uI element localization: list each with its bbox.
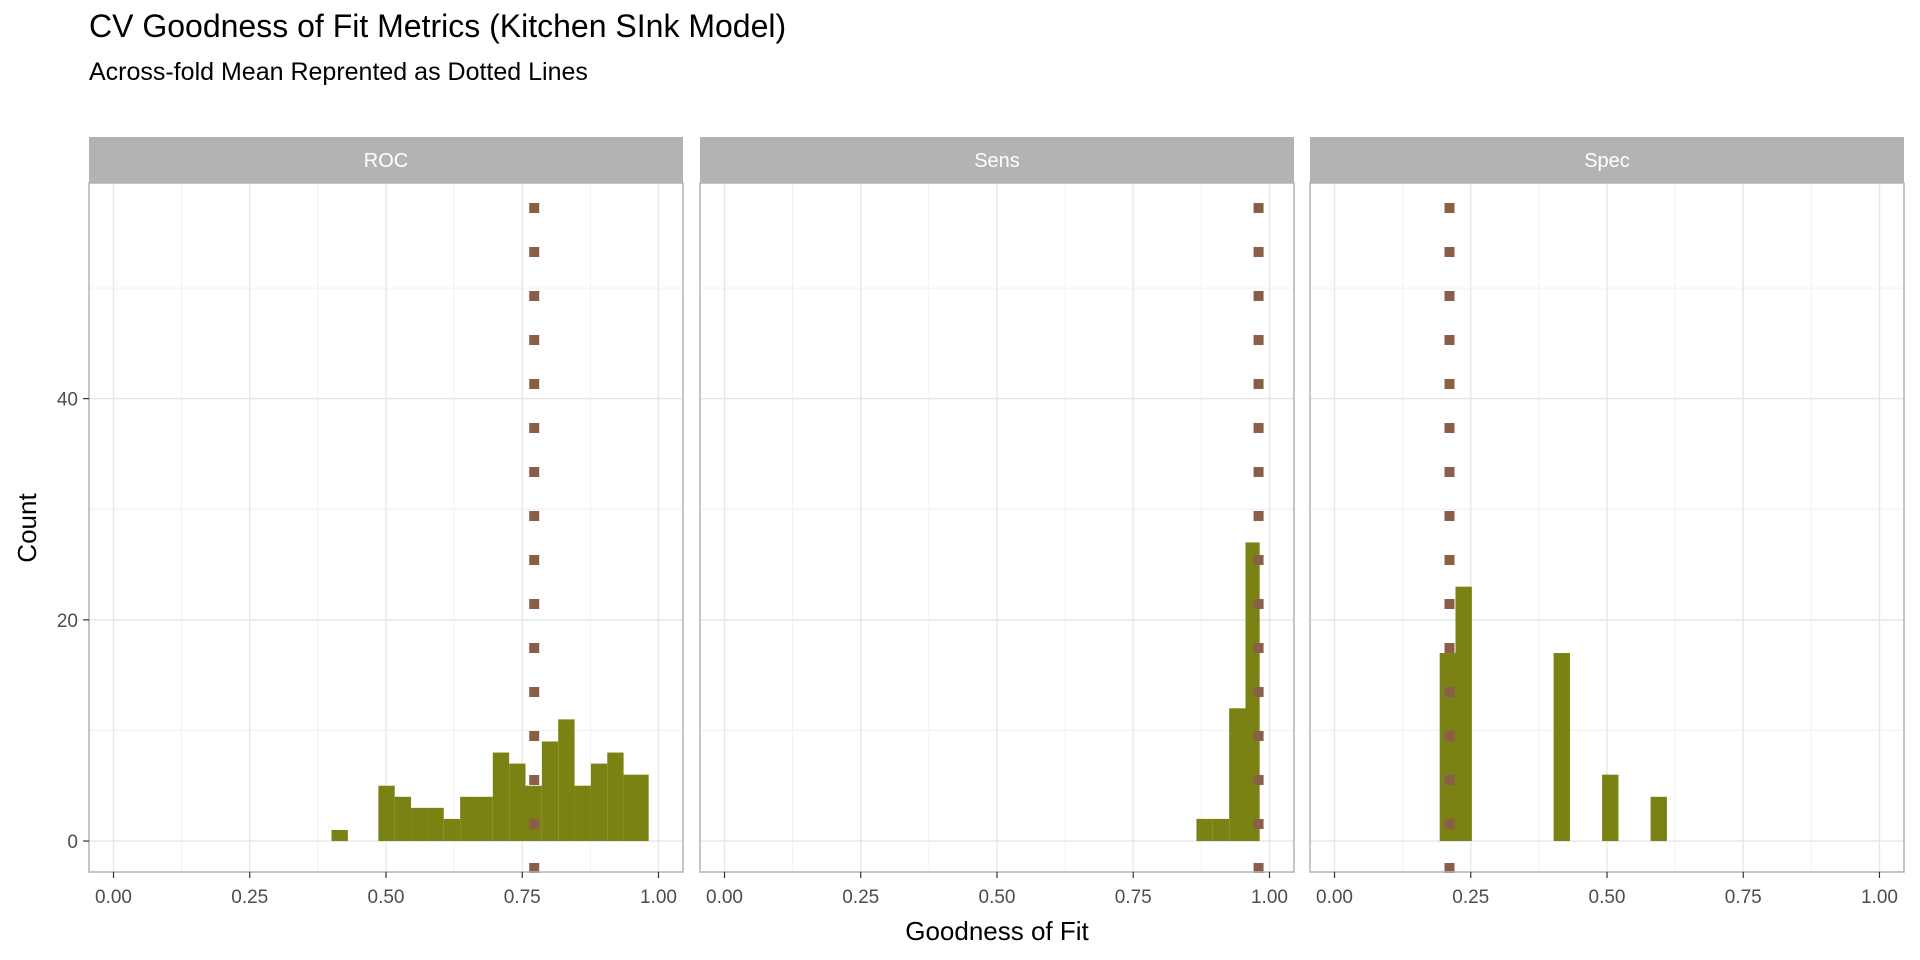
x-tick-label: 0.50 (368, 887, 405, 908)
x-tick-label: 0.00 (95, 887, 132, 908)
x-axis-sens: 0.00 0.25 0.50 0.75 1.00 (706, 872, 1288, 908)
histogram-bar (394, 796, 412, 842)
y-tick-label: 20 (57, 611, 78, 632)
histogram-bar (1650, 796, 1667, 842)
x-axis-spec: 0.00 0.25 0.50 0.75 1.00 (1316, 872, 1898, 908)
histogram-bar (1196, 818, 1213, 842)
x-tick-label: 0.75 (1115, 887, 1152, 908)
histogram-bar (1245, 542, 1260, 842)
y-tick-label: 40 (57, 390, 78, 411)
y-tick-label: 0 (67, 832, 78, 853)
x-tick-label: 0.25 (231, 887, 268, 908)
x-tick-label: 0.75 (504, 887, 541, 908)
strip-label-sens: Sens (974, 150, 1020, 172)
x-tick-label: 1.00 (640, 887, 677, 908)
panel-roc: ROC 0.00 0.25 0.50 0.75 1.00 0 20 40 (57, 137, 684, 908)
bars-roc (331, 719, 649, 842)
x-tick-label: 0.50 (979, 887, 1016, 908)
bars-spec (1439, 586, 1667, 842)
x-tick-label: 1.00 (1861, 887, 1898, 908)
histogram-bar (1455, 586, 1472, 842)
gridlines-spec (1310, 183, 1904, 872)
chart-subtitle: Across-fold Mean Reprented as Dotted Lin… (89, 58, 588, 86)
facet-panels: ROC 0.00 0.25 0.50 0.75 1.00 0 20 40 Sens 0.00 0.25… (57, 137, 1905, 908)
histogram-bar (574, 785, 591, 842)
gridlines-sens (700, 183, 1294, 872)
x-tick-label: 1.00 (1251, 887, 1288, 908)
x-tick-label: 0.00 (706, 887, 743, 908)
chart-title: CV Goodness of Fit Metrics (Kitchen SInk… (89, 8, 787, 44)
histogram-bar (378, 785, 395, 842)
x-tick-label: 0.75 (1725, 887, 1762, 908)
y-axis: 0 20 40 (57, 390, 89, 853)
histogram-bar (1212, 818, 1230, 842)
x-tick-label: 0.50 (1589, 887, 1626, 908)
x-axis-title: Goodness of Fit (905, 916, 1089, 946)
histogram-bar (1439, 653, 1456, 842)
panel-spec: Spec 0.00 0.25 0.50 0.75 1.00 (1309, 137, 1905, 908)
strip-spec (1310, 137, 1904, 183)
x-tick-label: 0.25 (842, 887, 879, 908)
strip-roc (89, 137, 683, 183)
histogram-bar (607, 752, 624, 842)
strip-label-roc: ROC (364, 150, 408, 172)
x-tick-label: 0.25 (1452, 887, 1489, 908)
bars-sens (1196, 542, 1260, 842)
histogram-bar (525, 785, 542, 842)
panel-sens: Sens 0.00 0.25 0.50 0.75 1.00 (699, 137, 1295, 908)
histogram-bar (427, 807, 444, 842)
histogram-bar (623, 774, 649, 842)
histogram-bar (541, 741, 559, 842)
x-axis-roc: 0.00 0.25 0.50 0.75 1.00 (95, 872, 677, 908)
x-tick-label: 0.00 (1316, 887, 1353, 908)
histogram-bar (443, 818, 461, 842)
y-axis-title: Count (12, 493, 42, 563)
histogram-bar (509, 763, 526, 842)
histogram-bar (590, 763, 608, 842)
histogram-bar (492, 752, 510, 842)
strip-label-spec: Spec (1584, 150, 1630, 172)
histogram-bar (331, 829, 348, 842)
histogram-bar (476, 796, 493, 842)
histogram-bar (1229, 708, 1246, 842)
histogram-bar (411, 807, 428, 842)
histogram-bar (460, 796, 477, 842)
strip-sens (700, 137, 1294, 183)
histogram-bar (558, 719, 575, 842)
histogram-bar (1553, 653, 1570, 842)
histogram-bar (1602, 774, 1619, 842)
